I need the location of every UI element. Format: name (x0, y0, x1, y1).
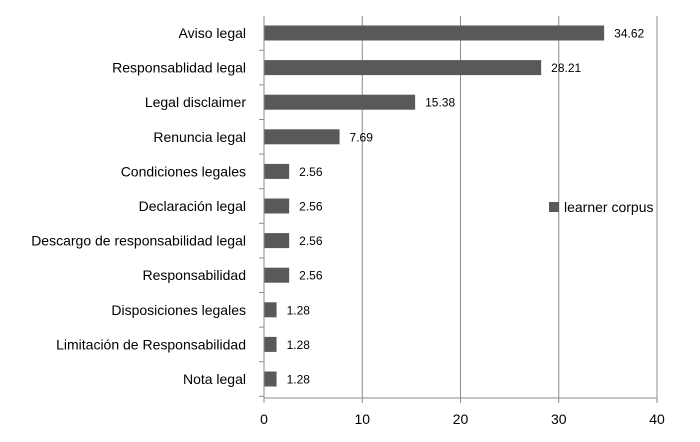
legend: learner corpus (549, 199, 654, 215)
bar-1 (264, 25, 605, 41)
bar-3 (264, 94, 416, 110)
bar-11 (264, 371, 277, 387)
x-tick-label-20: 20 (453, 411, 469, 427)
category-label-5: Condiciones legales (121, 163, 246, 179)
category-labels: Aviso legal Responsablidad legal Legal dis… (31, 25, 246, 387)
bar-5 (264, 163, 290, 179)
x-tick-labels: 0 10 20 30 40 (260, 411, 665, 427)
data-label-9: 1.28 (287, 303, 311, 317)
data-label-5: 2.56 (299, 165, 323, 179)
x-tick-label-40: 40 (649, 411, 665, 427)
category-label-7: Descargo de responsabilidad legal (31, 233, 246, 249)
bar-2 (264, 60, 542, 76)
data-label-8: 2.56 (299, 269, 323, 283)
category-label-2: Responsablidad legal (112, 60, 246, 76)
data-label-6: 2.56 (299, 200, 323, 214)
category-label-1: Aviso legal (179, 25, 246, 41)
legend-swatch (549, 202, 559, 212)
category-label-9: Disposiciones legales (111, 302, 246, 318)
data-label-10: 1.28 (287, 338, 311, 352)
data-label-4: 7.69 (350, 130, 374, 144)
x-tick-label-30: 30 (551, 411, 567, 427)
x-tick-label-10: 10 (354, 411, 370, 427)
bar-8 (264, 267, 290, 283)
x-tick-label-0: 0 (260, 411, 268, 427)
category-label-11: Nota legal (183, 371, 246, 387)
data-labels: 34.62 28.21 15.38 7.69 2.56 2.56 2.56 2.56 1.28 1… (287, 27, 645, 387)
bar-7 (264, 233, 290, 249)
category-label-4: Renuncia legal (153, 129, 246, 145)
category-label-6: Declaración legal (139, 198, 246, 214)
bar-10 (264, 336, 277, 352)
bar-6 (264, 198, 290, 214)
axes (259, 16, 658, 403)
data-label-7: 2.56 (299, 234, 323, 248)
category-label-8: Responsabilidad (142, 267, 246, 283)
category-label-3: Legal disclaimer (145, 94, 246, 110)
legend-label: learner corpus (564, 199, 654, 215)
data-label-2: 28.21 (551, 61, 581, 75)
data-label-11: 1.28 (287, 373, 311, 387)
bars (264, 25, 605, 387)
data-label-3: 15.38 (425, 96, 455, 110)
bar-4 (264, 129, 340, 145)
data-label-1: 34.62 (614, 27, 644, 41)
bar-9 (264, 302, 277, 318)
category-label-10: Limitación de Responsabilidad (56, 336, 246, 352)
